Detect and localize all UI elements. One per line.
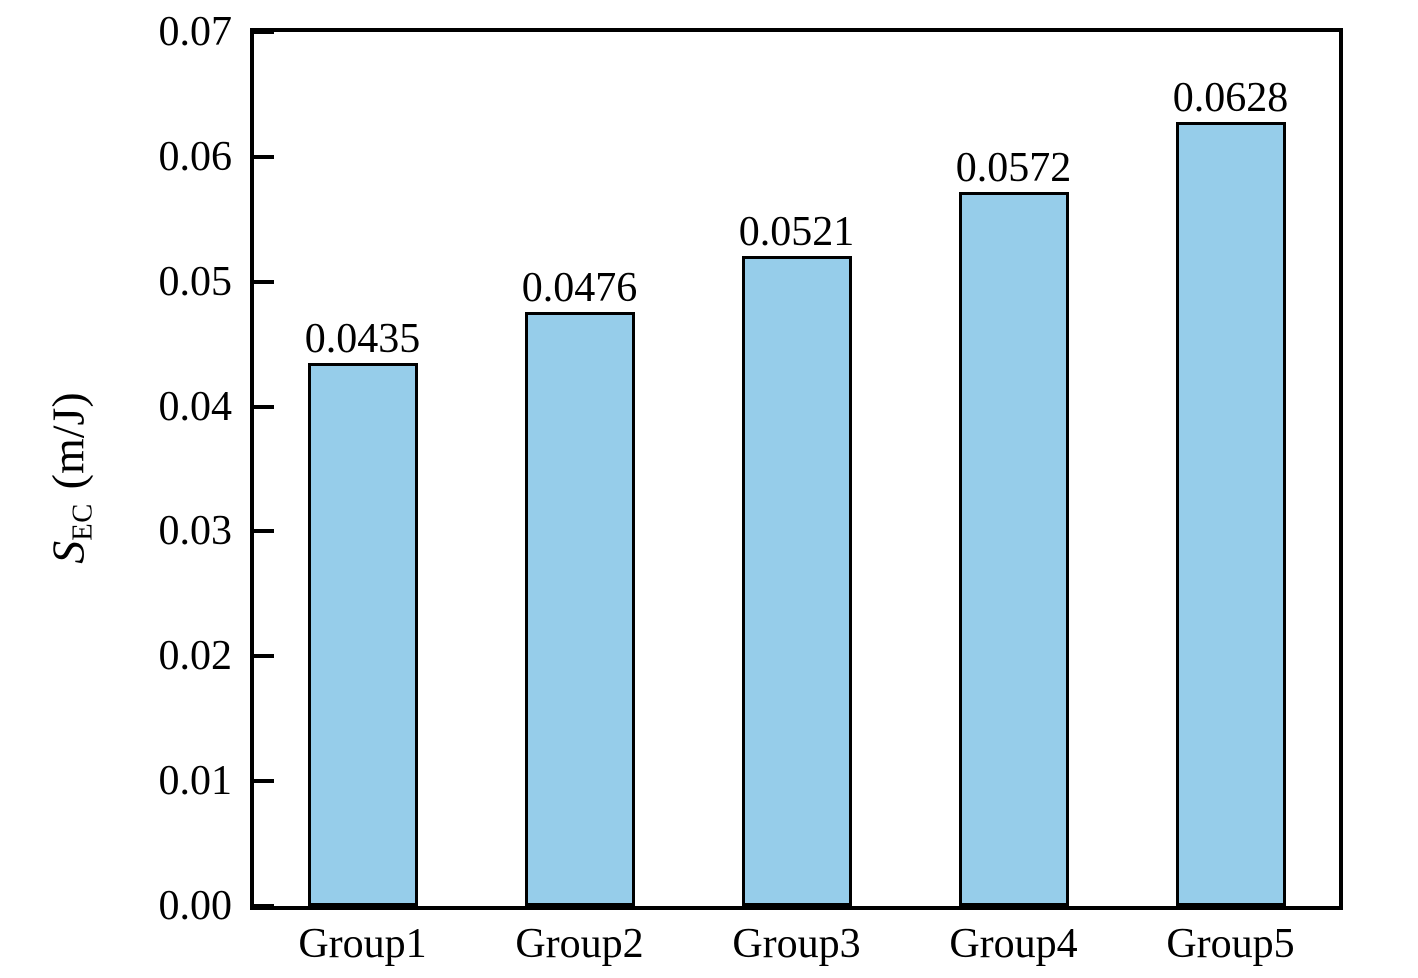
y-tick — [254, 404, 274, 409]
x-tick-label-group5: Group5 — [1166, 921, 1295, 967]
y-tick — [254, 154, 274, 159]
y-tick — [254, 279, 274, 284]
y-tick-label: 0.04 — [158, 383, 233, 430]
bar-group2 — [524, 311, 635, 906]
bar-group4 — [958, 191, 1069, 906]
y-tick-label: 0.07 — [158, 9, 233, 55]
y-tick — [254, 529, 274, 534]
y-tick-label: 0.06 — [158, 133, 233, 180]
y-tick — [254, 32, 274, 34]
y-tick — [254, 779, 274, 784]
bar-group1 — [307, 362, 418, 906]
plot-area: 0.0435 0.0476 0.0521 0.0572 0.0628 — [250, 28, 1343, 910]
x-tick-label-group3: Group3 — [732, 921, 861, 967]
bar-value-label: 0.0521 — [738, 208, 855, 255]
bar-value-label: 0.0435 — [304, 315, 421, 362]
bar-group5 — [1175, 121, 1286, 906]
y-tick-label: 0.01 — [158, 758, 233, 805]
bar-value-label: 0.0572 — [955, 144, 1072, 191]
bar-group3 — [741, 255, 852, 906]
y-tick-label: 0.03 — [158, 508, 233, 555]
x-tick-label-group1: Group1 — [298, 921, 427, 967]
x-tick-label-group4: Group4 — [949, 921, 1078, 967]
bar-value-label: 0.0628 — [1172, 74, 1289, 121]
y-tick — [254, 654, 274, 659]
y-tick-label: 0.05 — [158, 258, 233, 305]
y-tick-label: 0.02 — [158, 633, 233, 680]
bar-value-label: 0.0476 — [521, 264, 638, 311]
y-tick-label: 0.00 — [158, 883, 233, 929]
x-tick-label-group2: Group2 — [515, 921, 644, 967]
y-tick — [254, 904, 274, 906]
